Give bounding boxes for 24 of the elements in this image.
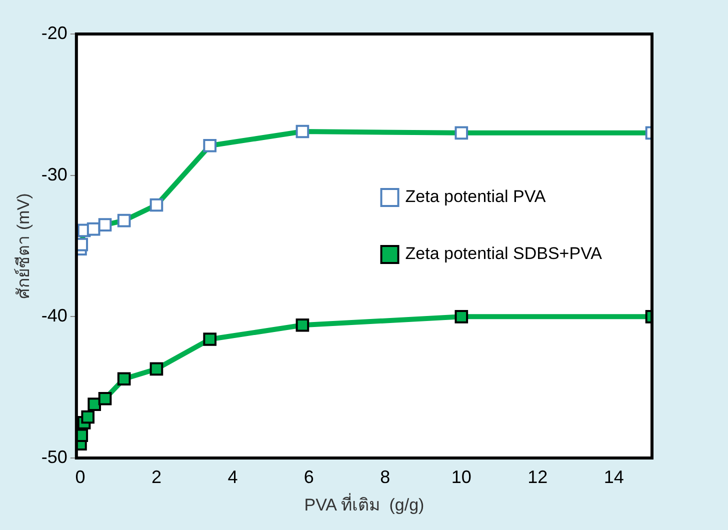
y-tick-label: -50 xyxy=(41,446,68,467)
x-tick-label: 6 xyxy=(304,466,314,487)
legend-label: Zeta potential PVA xyxy=(405,187,546,206)
point xyxy=(117,372,131,386)
y-tick-label: -30 xyxy=(41,164,68,184)
x-tick-label: 10 xyxy=(451,466,472,487)
x-tick-label: 0 xyxy=(75,466,86,487)
point xyxy=(150,362,164,376)
x-tick-label: 8 xyxy=(380,466,390,487)
point xyxy=(203,332,216,346)
point xyxy=(98,392,112,406)
y-tick-label: -20 xyxy=(41,22,68,43)
legend-label: Zeta potential SDBS+PVA xyxy=(405,244,603,264)
point xyxy=(81,410,95,424)
x-axis-title: PVA ที่เติม (g/g) xyxy=(304,492,424,514)
y-tick-label: -40 xyxy=(41,306,68,326)
x-tick-label: 2 xyxy=(151,466,162,487)
point xyxy=(454,310,468,324)
y-axis-title: ศักย์ซีตา (mV) xyxy=(14,193,33,299)
x-tick-label: 12 xyxy=(528,466,548,487)
point xyxy=(296,318,310,332)
point xyxy=(88,398,101,411)
x-tick-label: 4 xyxy=(228,466,238,487)
x-tick-label: 14 xyxy=(604,466,624,487)
